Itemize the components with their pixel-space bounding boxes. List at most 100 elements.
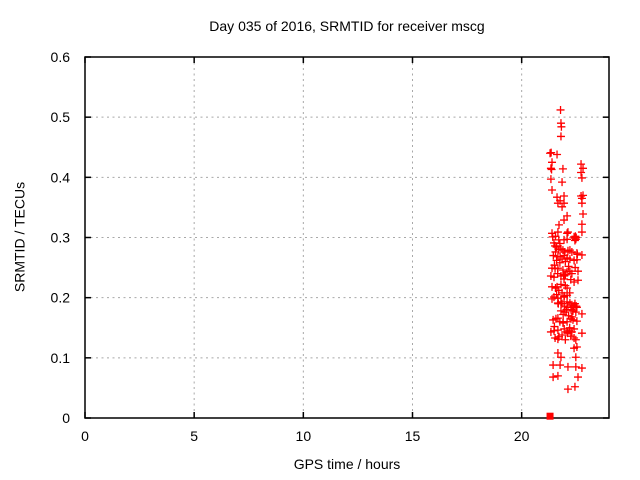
data-point-square (546, 412, 554, 420)
data-point-plus (546, 164, 555, 173)
data-point-plus (577, 309, 586, 318)
x-tick-label: 10 (296, 428, 312, 444)
data-point-plus (556, 105, 565, 114)
y-tick-label: 0.3 (51, 230, 71, 246)
data-point-plus (567, 305, 576, 314)
data-point-plus (577, 364, 586, 373)
data-point-plus (577, 220, 586, 229)
chart-title: Day 035 of 2016, SRMTID for receiver msc… (209, 18, 485, 34)
data-point-plus (558, 265, 567, 274)
data-point-plus (546, 175, 555, 184)
data-point-plus (573, 250, 582, 259)
data-point-plus (553, 371, 562, 380)
data-point-plus (565, 255, 574, 264)
data-point-plus (560, 275, 569, 284)
data-point-plus (572, 303, 581, 312)
data-point-plus (571, 308, 580, 317)
data-point-plus (572, 233, 581, 242)
data-point-plus (560, 251, 569, 260)
data-point-plus (561, 335, 570, 344)
data-point-plus (553, 326, 562, 335)
data-point-plus (570, 333, 579, 342)
data-point-plus (563, 385, 572, 394)
data-point-plus (558, 318, 567, 327)
data-point-plus (568, 315, 577, 324)
data-point-plus (577, 329, 586, 338)
x-tick-label: 0 (81, 428, 89, 444)
data-point-plus (553, 314, 562, 323)
y-tick-label: 0.2 (51, 290, 71, 306)
data-point-plus (571, 353, 580, 362)
data-point-plus (553, 228, 562, 237)
data-point-plus (577, 160, 586, 169)
y-tick-label: 0.1 (51, 350, 71, 366)
data-point-plus (579, 164, 588, 173)
data-point-plus (563, 284, 572, 293)
data-point-plus (577, 199, 586, 208)
data-point-plus (573, 267, 582, 276)
x-axis-label: GPS time / hours (293, 456, 401, 472)
x-tick-label: 15 (405, 428, 421, 444)
data-point-plus (561, 257, 570, 266)
data-point-plus (577, 168, 586, 177)
data-point-plus (555, 332, 564, 341)
data-point-plus (558, 202, 567, 211)
data-point-plus (570, 382, 579, 391)
data-point-plus (548, 185, 557, 194)
data-point-plus (557, 122, 566, 131)
data-point-plus (567, 247, 576, 256)
data-point-plus (549, 361, 558, 370)
data-point-plus (556, 361, 565, 370)
data-point-plus (573, 276, 582, 285)
y-tick-label: 0.4 (51, 169, 71, 185)
data-point-plus (553, 150, 562, 159)
data-point-plus (571, 362, 580, 371)
data-point-plus (558, 178, 567, 187)
y-tick-label: 0 (62, 410, 70, 426)
data-point-plus (563, 362, 572, 371)
data-point-plus (563, 211, 572, 220)
y-tick-label: 0.6 (51, 49, 71, 65)
data-point-plus (570, 278, 579, 287)
data-point-plus (553, 349, 562, 358)
data-point-plus (549, 251, 558, 260)
data-point-plus (560, 199, 569, 208)
data-point-plus (570, 256, 579, 265)
data-point-plus (548, 158, 557, 167)
data-point-plus (553, 282, 562, 291)
data-point-plus (555, 220, 564, 229)
data-point-plus (560, 191, 569, 200)
data-point-plus (556, 132, 565, 141)
data-point-plus (577, 228, 586, 237)
data-point-plus (571, 232, 580, 241)
data-point-plus (573, 373, 582, 382)
data-point-plus (564, 262, 573, 271)
y-tick-label: 0.5 (51, 109, 71, 125)
data-point-plus (554, 299, 563, 308)
x-tick-label: 5 (190, 428, 198, 444)
data-point-plus (579, 210, 588, 219)
data-point-plus (558, 164, 567, 173)
data-point-plus (549, 273, 558, 282)
data-point-plus (567, 269, 576, 278)
data-point-plus (567, 327, 576, 336)
data-point-plus (556, 353, 565, 362)
data-point-plus (547, 148, 556, 157)
data-point-plus (572, 317, 581, 326)
data-point-plus (563, 228, 572, 237)
data-point-plus (560, 216, 569, 225)
data-point-plus (549, 373, 558, 382)
data-point-plus (563, 235, 572, 244)
data-point-plus (547, 165, 556, 174)
data-point-plus (570, 344, 579, 353)
data-point-plus (577, 173, 586, 182)
data-point-plus (555, 258, 564, 267)
data-point-plus (560, 293, 569, 302)
data-point-plus (565, 246, 574, 255)
data-point-plus (549, 293, 558, 302)
data-point-plus (554, 235, 563, 244)
data-point-plus (571, 335, 580, 344)
data-point-plus (559, 310, 568, 319)
